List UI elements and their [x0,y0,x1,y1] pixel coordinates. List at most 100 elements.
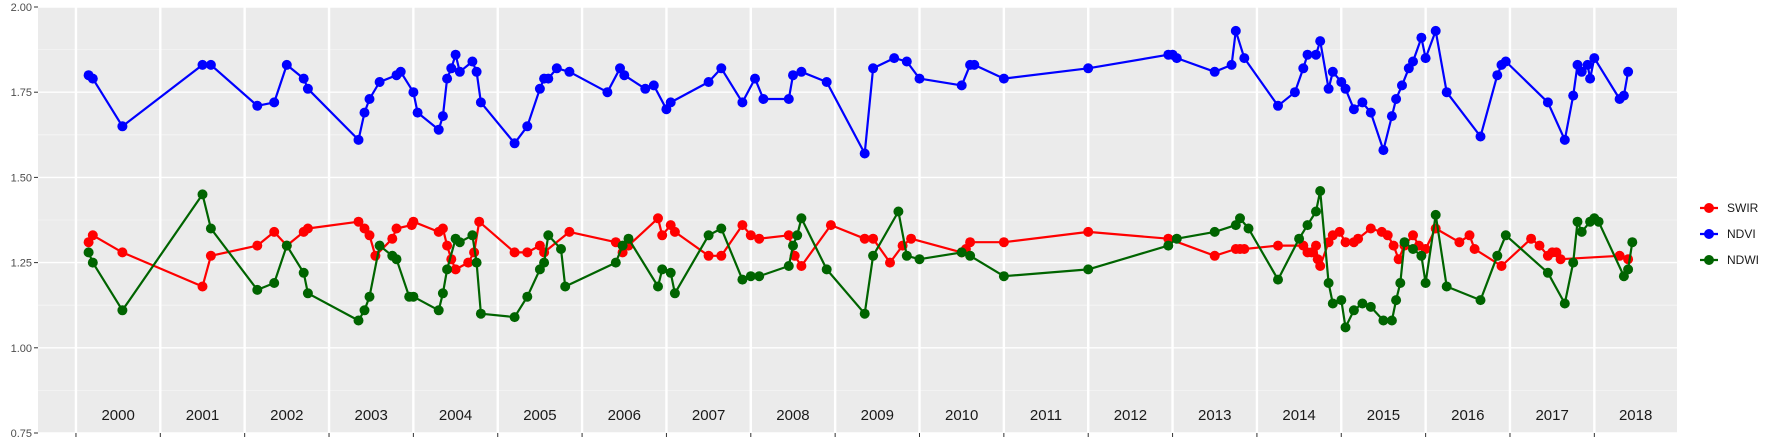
data-point-ndwi [653,281,663,292]
data-point-ndwi [1378,315,1389,326]
data-point-swir [450,264,461,275]
data-point-swir [703,250,714,261]
data-point-ndwi [1323,278,1334,288]
data-point-ndvi [1416,32,1427,43]
data-point-ndwi [298,267,309,278]
data-point-ndvi [433,124,444,135]
y-tick-label: 1.25 [11,258,32,270]
y-tick-label: 0.75 [11,428,32,440]
data-point-ndwi [1408,244,1418,254]
data-point-swir [868,233,879,244]
data-point-swir [716,250,727,261]
data-point-swir [522,247,533,258]
legend-marker-swir [1704,203,1714,213]
data-point-swir [1315,261,1326,271]
data-point-ndvi [1542,97,1553,108]
data-point-ndwi [610,257,621,268]
data-point-ndvi [1327,66,1338,77]
data-point-ndvi [1378,145,1389,156]
data-point-swir [474,216,485,227]
data-point-ndvi [252,100,263,111]
data-point-ndwi [509,312,520,323]
data-point-ndvi [412,107,423,118]
data-point-ndvi [1589,53,1600,64]
data-point-ndwi [1416,250,1427,261]
data-point-ndvi [437,111,448,122]
data-point-ndvi [1430,25,1441,36]
data-point-ndvi [796,66,807,77]
data-point-ndwi [792,230,803,241]
data-point-ndwi [1315,186,1326,196]
data-point-ndwi [1572,216,1583,227]
data-point-ndwi [1348,305,1359,316]
data-point-ndvi [956,80,967,91]
data-point-ndvi [914,73,925,84]
data-point-ndwi [281,240,292,251]
y-tick-label: 1.00 [11,343,32,355]
data-point-ndvi [408,87,419,98]
year-label: 2001 [186,407,219,424]
data-point-ndvi [640,83,651,94]
data-point-ndvi [1559,134,1570,145]
data-point-ndvi [1226,59,1237,70]
data-point-swir [1464,230,1475,241]
year-label: 2000 [101,407,134,424]
data-point-ndwi [467,230,478,241]
data-point-swir [353,216,364,227]
data-point-swir [1209,250,1220,261]
data-point-ndwi [1209,226,1220,237]
data-point-ndwi [1163,240,1174,251]
data-point-swir [796,261,807,271]
data-point-ndvi [1585,73,1596,84]
data-point-ndvi [1386,111,1397,122]
data-point-ndwi [374,240,385,251]
data-point-ndwi [914,254,925,265]
year-label: 2015 [1367,407,1400,424]
year-label: 2003 [355,407,388,424]
data-point-swir [442,240,453,251]
year-label: 2009 [861,407,894,424]
data-point-ndwi [716,223,727,234]
data-point-swir [1496,261,1507,271]
year-label: 2017 [1535,407,1568,424]
data-point-ndvi [1311,49,1321,60]
data-point-ndvi [364,94,375,104]
year-label: 2007 [692,407,725,424]
year-label: 2018 [1619,407,1652,424]
data-point-swir [1382,230,1393,241]
data-point-ndvi [1623,66,1634,77]
data-point-ndvi [1323,83,1334,94]
data-point-ndvi [1083,63,1094,74]
data-point-ndwi [252,284,263,295]
data-point-ndvi [205,59,216,70]
data-point-swir [252,240,263,251]
data-point-ndwi [475,308,486,319]
data-point-ndvi [619,70,630,81]
data-point-swir [1273,240,1283,251]
data-point-ndwi [302,288,313,299]
data-point-ndvi [197,59,208,70]
data-point-ndwi [522,291,533,302]
data-point-ndwi [893,206,904,217]
data-point-ndwi [745,271,756,282]
data-point-ndvi [703,77,714,87]
data-point-ndvi [758,94,769,104]
data-point-ndwi [83,247,94,258]
data-point-swir [463,257,474,268]
data-point-ndvi [1500,56,1511,67]
data-point-swir [205,250,216,261]
data-point-ndwi [205,223,216,234]
data-point-ndvi [1315,36,1326,47]
data-point-swir [1311,240,1321,251]
data-point-ndwi [1593,216,1604,227]
data-point-swir [653,213,663,224]
data-point-swir [859,233,870,244]
data-point-ndwi [821,264,832,275]
data-point-ndvi [602,87,613,98]
data-point-ndwi [623,233,634,244]
data-point-ndwi [353,315,364,326]
data-point-ndwi [364,291,375,302]
data-point-ndvi [509,138,520,149]
data-point-swir [1469,244,1480,254]
